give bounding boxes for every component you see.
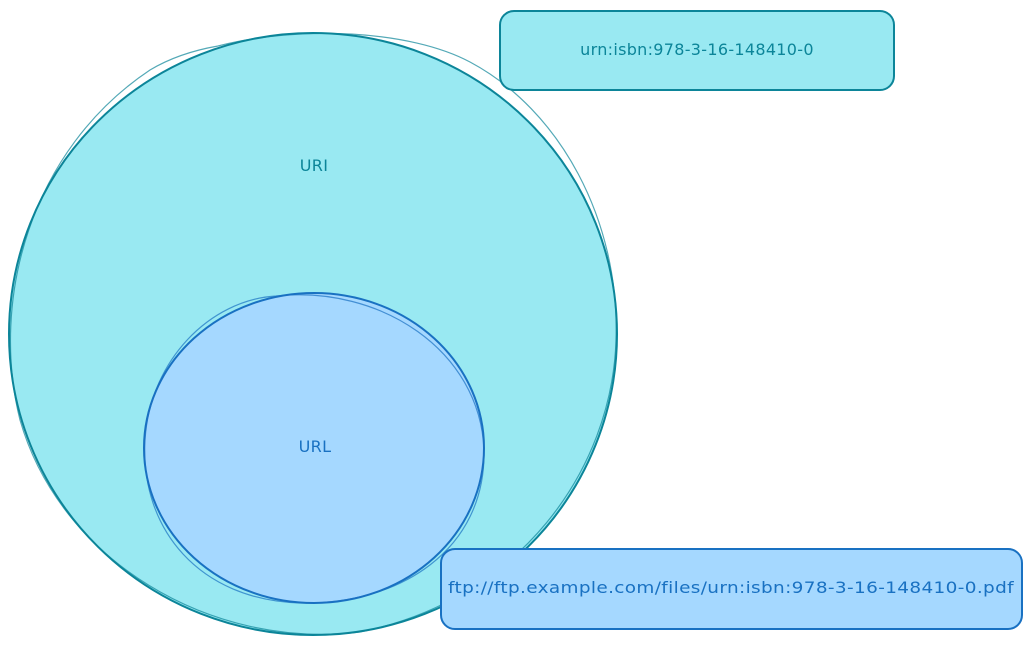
urn-example-text: urn:isbn:978-3-16-148410-0 [580,40,814,59]
url-example-rect [440,548,1023,630]
urn-example-rect [499,10,895,91]
urn-example-box: urn:isbn:978-3-16-148410-0 [499,10,895,91]
url-example-box: ftp://ftp.example.com/files/urn:isbn:978… [440,548,1023,630]
uri-label: URI [300,156,328,175]
url-circle-sketch-stroke [144,294,485,604]
uri-circle-sketch-stroke [9,32,617,635]
url-label: URL [299,437,332,456]
url-example-text: ftp://ftp.example.com/files/urn:isbn:978… [448,578,1014,597]
url-set: URL [143,292,485,604]
